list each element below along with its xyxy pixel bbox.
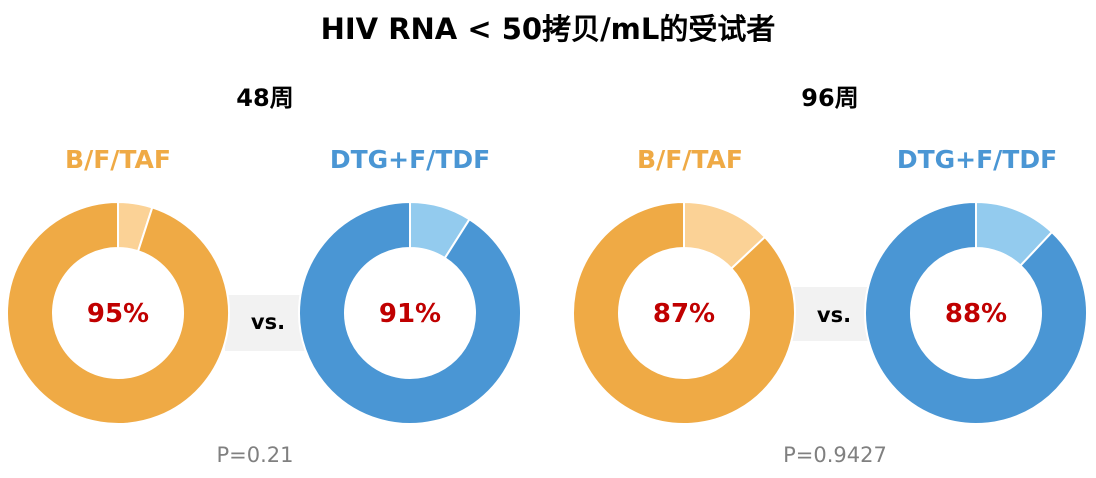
week-48-heading: 48周 [236, 84, 294, 112]
vs-box-96 [790, 287, 870, 341]
chart-title: HIV RNA < 50拷贝/mL的受试者 [320, 12, 776, 46]
slice-suppressed [6, 200, 230, 425]
arm-label-48-bftaf: B/F/TAF [65, 145, 171, 174]
slice-suppressed [298, 200, 522, 425]
arm-label-48-dtg: DTG+F/TDF [329, 145, 491, 174]
p-value-96: P=0.9427 [783, 443, 887, 467]
vs-label-48: vs. [250, 310, 286, 334]
vs-label-96: vs. [816, 303, 852, 327]
arm-label-96-bftaf: B/F/TAF [637, 145, 743, 174]
slice-suppressed [572, 200, 796, 425]
percent-label: 87% [653, 299, 715, 329]
vs-box-48 [225, 295, 305, 351]
slice-suppressed [864, 200, 1088, 425]
p-value-48: P=0.21 [216, 443, 294, 467]
percent-label: 95% [87, 299, 149, 329]
arm-label-96-dtg: DTG+F/TDF [896, 145, 1058, 174]
week-96-heading: 96周 [801, 84, 859, 112]
percent-label: 88% [945, 299, 1007, 329]
percent-label: 91% [379, 299, 441, 329]
